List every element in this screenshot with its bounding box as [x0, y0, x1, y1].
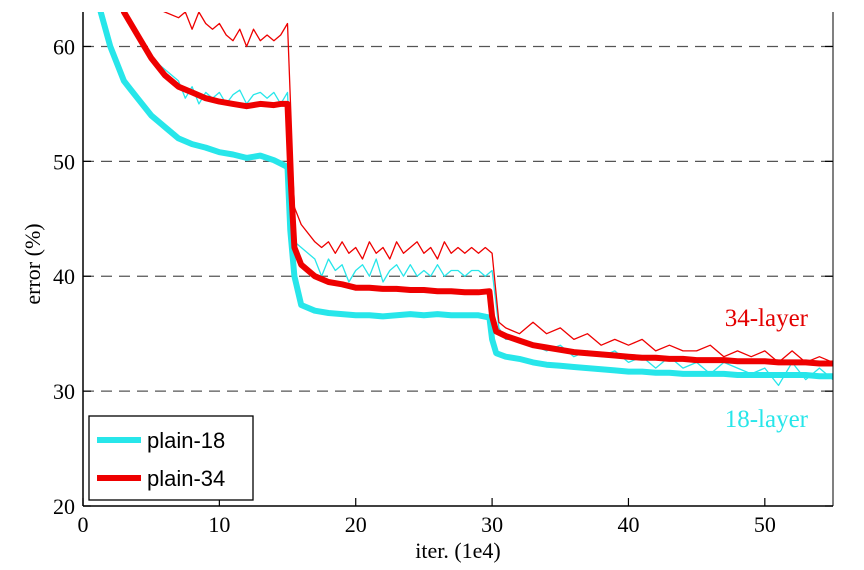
annotation-18-layer: 18-layer [725, 406, 809, 433]
y-tick-label-40: 40 [53, 264, 75, 289]
y-tick-label-60: 60 [53, 34, 75, 59]
series-lines [97, 12, 833, 387]
y-axis-label: error (%) [20, 223, 45, 304]
legend-box [88, 415, 254, 501]
legend-label-plain-34: plain-34 [147, 466, 225, 491]
annotation-34-layer: 34-layer [725, 305, 809, 332]
x-tick-label-10: 10 [208, 512, 230, 537]
x-tick-label-20: 20 [345, 512, 367, 537]
y-tick-label-20: 20 [53, 494, 75, 519]
legend-label-plain-18: plain-18 [147, 428, 225, 453]
x-tick-label-0: 0 [78, 512, 89, 537]
x-axis-label: iter. (1e4) [415, 538, 501, 563]
grid [83, 45, 833, 392]
x-tick-label-40: 40 [617, 512, 639, 537]
annotations: 34-layer 18-layer [725, 305, 809, 433]
series-line-plain-18-validation [97, 12, 833, 380]
series-line-plain-34-training [163, 12, 833, 364]
y-tick-label-50: 50 [53, 149, 75, 174]
y-tick-label-30: 30 [53, 379, 75, 404]
series-line-plain-34-validation [120, 12, 833, 367]
axes: 20 30 40 50 60 0 10 20 30 40 50 iter. (1e4) error (%… [20, 12, 834, 563]
x-tick-label-50: 50 [754, 512, 776, 537]
x-tick-label-30: 30 [481, 512, 503, 537]
legend: plain-18 plain-34 [88, 415, 254, 501]
